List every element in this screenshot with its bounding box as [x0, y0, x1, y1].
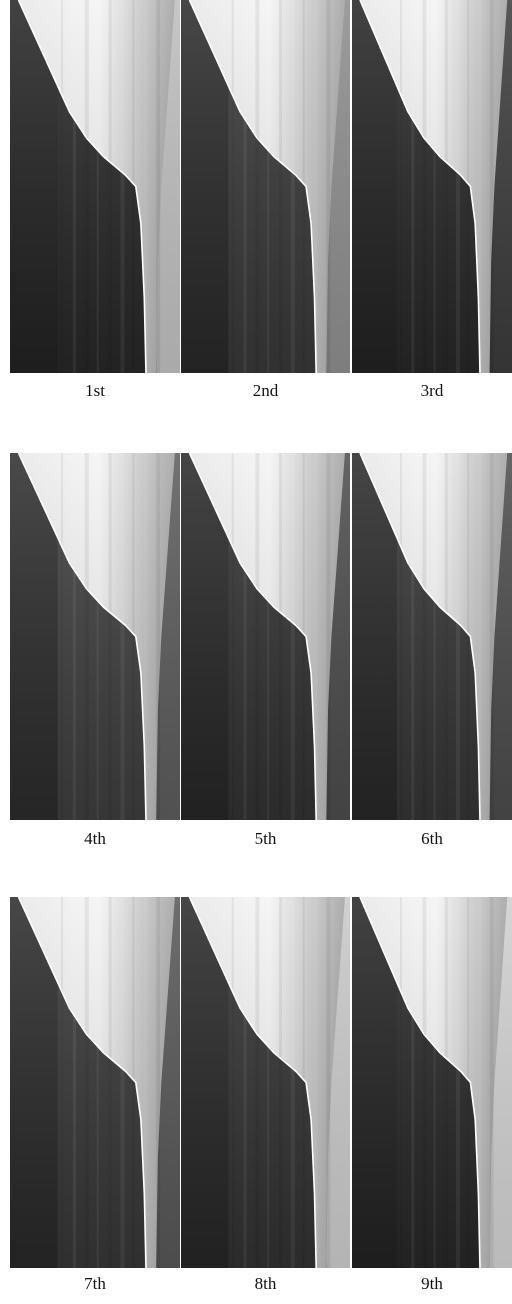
panel-image — [181, 897, 350, 1268]
panel-label: 4th — [84, 829, 106, 848]
panel-label: 8th — [255, 1274, 277, 1293]
panel: 9th — [352, 897, 512, 1293]
panel-image — [10, 453, 180, 820]
shade — [181, 897, 350, 1268]
shade — [10, 0, 180, 373]
panel: 2nd — [181, 0, 350, 400]
panel-label: 6th — [421, 829, 443, 848]
panel-label: 9th — [421, 1274, 443, 1293]
boundary-curve — [188, 0, 317, 373]
panel-label: 5th — [255, 829, 277, 848]
panel-image — [352, 897, 512, 1268]
boundary-curve — [17, 0, 147, 373]
panel-image — [10, 897, 180, 1268]
panel-image — [10, 0, 180, 373]
boundary-curve — [359, 453, 481, 820]
shade — [181, 0, 350, 373]
boundary-curve — [359, 897, 481, 1268]
panel-label: 3rd — [421, 381, 444, 400]
boundary-curve — [17, 897, 147, 1268]
shade — [181, 453, 350, 820]
panel-image — [352, 0, 512, 373]
shade — [10, 453, 180, 820]
shade — [352, 897, 512, 1268]
shade — [352, 0, 512, 373]
shade — [352, 453, 512, 820]
boundary-curve — [188, 453, 317, 820]
boundary-curve — [17, 453, 147, 820]
shade — [10, 897, 180, 1268]
boundary-curve — [359, 0, 481, 373]
panel-image — [181, 453, 350, 820]
panel-label: 1st — [85, 381, 105, 400]
panel: 5th — [181, 453, 350, 848]
panel: 4th — [10, 453, 180, 848]
panel: 6th — [352, 453, 512, 848]
panel-image — [352, 453, 512, 820]
panel: 7th — [10, 897, 180, 1293]
panel-label: 2nd — [253, 381, 279, 400]
panel: 8th — [181, 897, 350, 1293]
panel: 1st — [10, 0, 180, 400]
panel-label: 7th — [84, 1274, 106, 1293]
panel-image — [181, 0, 350, 373]
boundary-curve — [188, 897, 317, 1268]
panel: 3rd — [352, 0, 512, 400]
